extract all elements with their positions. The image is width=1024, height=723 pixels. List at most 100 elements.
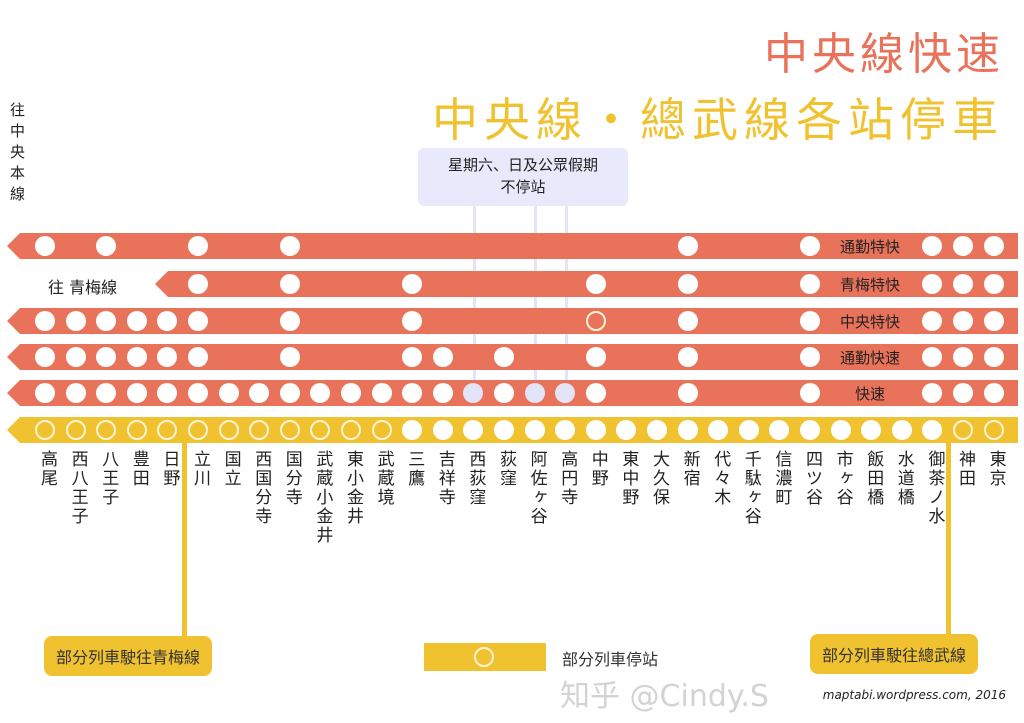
station-name: 武蔵境	[373, 450, 394, 507]
partial-stop-ring	[218, 420, 239, 440]
partial-stop-ring	[126, 420, 147, 440]
stop-dot	[800, 274, 820, 294]
stop-dot	[922, 420, 943, 440]
station-name: 西八王子	[67, 450, 88, 526]
stop-dot	[494, 347, 514, 367]
stop-dot	[157, 383, 178, 403]
stop-dot	[157, 347, 178, 367]
oume-label: 往 青梅線	[48, 278, 118, 297]
station-name: 阿佐ヶ谷	[526, 450, 547, 526]
stop-dot	[65, 347, 86, 367]
station-name: 代々木	[710, 450, 731, 507]
station-name: 立川	[190, 450, 210, 488]
stop-dot	[402, 420, 423, 440]
station-name: 大久保	[649, 450, 669, 507]
station-name: 豊田	[128, 450, 149, 488]
holiday-note: 星期六、日及公眾假期 不停站	[418, 148, 628, 206]
partial-stop-ring	[188, 420, 208, 440]
stop-dot	[953, 383, 973, 403]
station-name: 四ツ谷	[802, 450, 822, 507]
partial-stop-ring	[65, 420, 86, 440]
station-name: 市ヶ谷	[832, 450, 853, 507]
stop-dot	[983, 347, 1004, 367]
stop-dot	[800, 311, 820, 331]
stop-dot	[96, 236, 117, 256]
stop-dot	[279, 274, 300, 294]
stop-dot	[126, 311, 147, 331]
stop-dot	[188, 383, 208, 403]
stop-dot	[983, 311, 1004, 331]
stop-dot	[922, 274, 943, 294]
stop-dot	[585, 420, 606, 440]
stop-dot	[35, 236, 55, 256]
holiday-skip-dot	[463, 383, 484, 403]
holiday-note-line1: 星期六、日及公眾假期	[447, 156, 598, 174]
stop-dot	[96, 383, 117, 403]
line-arrow	[7, 308, 20, 334]
stop-dot	[157, 311, 178, 331]
line-arrow	[7, 233, 20, 259]
stop-dot	[891, 420, 912, 440]
partial-stop-ring	[371, 420, 392, 440]
service-label: 中央特快	[839, 313, 900, 331]
station-name: 神田	[955, 450, 975, 488]
station-name: 八王子	[98, 450, 119, 507]
stop-dot	[35, 311, 55, 331]
station-name: 高尾	[37, 450, 57, 488]
stop-dot	[983, 383, 1004, 403]
station-name: 東京	[985, 450, 1006, 488]
stop-dot	[188, 274, 208, 294]
ring-icon	[474, 647, 494, 667]
stop-dot	[555, 420, 576, 440]
stop-dot	[983, 274, 1004, 294]
line-arrow	[7, 380, 20, 406]
partial-stop-ring	[157, 420, 178, 440]
stop-dot	[800, 236, 820, 256]
stop-dot	[402, 347, 423, 367]
stop-dot	[677, 274, 698, 294]
service-bar	[20, 233, 1018, 259]
legend-oume: 部分列車駛往青梅線	[44, 636, 213, 676]
station-name: 国立	[220, 450, 241, 488]
stop-dot	[402, 274, 423, 294]
service-label: 通勤特快	[839, 238, 900, 256]
holiday-skip-dot	[524, 383, 545, 403]
stop-dot	[402, 311, 423, 331]
stop-dot	[922, 383, 943, 403]
holiday-line	[473, 206, 476, 396]
stop-dot	[432, 347, 453, 367]
stop-dot	[188, 347, 208, 367]
stop-dot	[65, 383, 86, 403]
stop-dot	[922, 236, 943, 256]
partial-stop-ring	[249, 420, 270, 440]
stop-dot	[126, 347, 147, 367]
stop-dot	[800, 347, 820, 367]
stop-dot	[708, 420, 729, 440]
station-name: 新宿	[679, 450, 700, 488]
station-name: 信濃町	[771, 450, 792, 507]
service-label: 通勤快速	[839, 349, 900, 367]
stop-dot	[738, 420, 759, 440]
stop-dot	[341, 383, 361, 403]
stop-dot	[402, 383, 423, 403]
legend-partial-swatch	[424, 643, 546, 671]
station-name: 高円寺	[557, 450, 578, 507]
stop-dot	[861, 420, 882, 440]
partial-stop-ring	[96, 420, 117, 440]
branch-line-oume	[182, 440, 187, 640]
stop-dot	[677, 420, 698, 440]
stop-dot	[983, 236, 1004, 256]
holiday-skip-dot	[555, 383, 576, 403]
stop-dot	[585, 274, 606, 294]
stop-dot	[524, 420, 545, 440]
stop-dot	[585, 383, 606, 403]
stop-dot	[310, 383, 331, 403]
stop-dot	[126, 383, 147, 403]
station-name: 三鷹	[404, 450, 425, 488]
stop-dot	[953, 347, 973, 367]
stop-dot	[432, 420, 453, 440]
stop-dot	[494, 420, 514, 440]
holiday-note-line2: 不停站	[500, 178, 546, 196]
station-name: 水道橋	[893, 450, 914, 507]
